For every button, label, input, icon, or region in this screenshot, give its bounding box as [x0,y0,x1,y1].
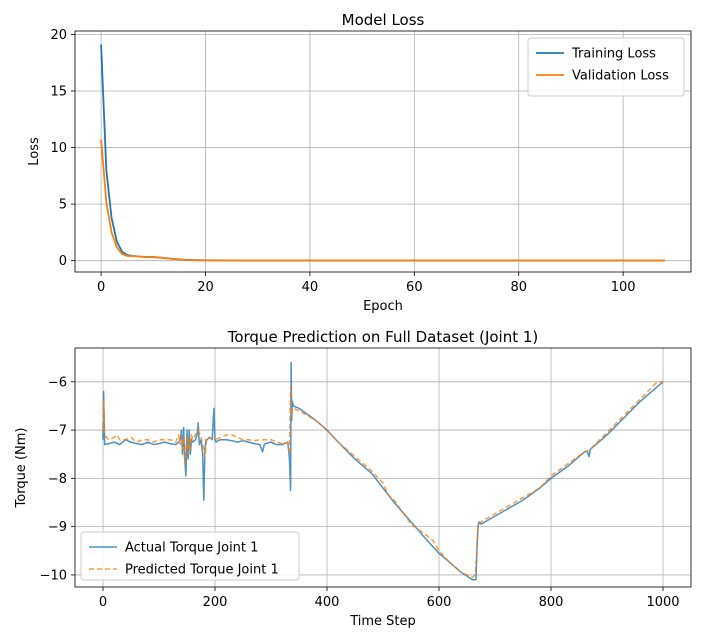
series-line-predicted-torque-joint-1 [102,381,663,579]
torque-plot-frame [74,347,692,588]
loss-series-group [100,44,665,262]
series-line-validation-loss [100,139,665,262]
torque-series-group [102,361,664,581]
torque-x-tick-label: 0 [99,595,107,610]
torque-chart-title: Torque Prediction on Full Dataset (Joint… [227,328,539,346]
loss-x-tick-label: 100 [611,280,636,295]
legend-label-actual-torque: Actual Torque Joint 1 [125,541,258,556]
loss-legend-box [527,37,685,97]
loss-legend: Training Loss Validation Loss [527,37,685,97]
loss-chart-title: Model Loss [342,11,425,29]
loss-chart-panel: 0 20 40 60 80 100 0 5 10 15 20 Model Loss Epoch Lo… [27,11,692,314]
torque-x-tick-label: 200 [203,595,228,610]
torque-x-tick-label: 400 [315,595,340,610]
torque-x-tick-label: 800 [539,595,564,610]
torque-y-tick-label: −6 [48,375,67,390]
torque-legend-box [80,531,300,581]
torque-y-tick-label: −9 [48,520,67,535]
loss-x-axis-label: Epoch [363,299,403,314]
torque-x-axis-label: Time Step [349,614,416,629]
loss-x-tick-label: 20 [197,280,214,295]
legend-label-predicted-torque: Predicted Torque Joint 1 [125,563,279,578]
loss-y-axis-label: Loss [27,137,42,166]
loss-plot-frame [74,30,692,273]
legend-label-validation-loss: Validation Loss [572,69,669,84]
legend-label-training-loss: Training Loss [571,47,656,62]
torque-x-tick-label: 600 [427,595,452,610]
torque-y-tick-label: −8 [48,472,67,487]
torque-gridlines [75,348,691,587]
torque-y-tick-label: −7 [48,424,67,439]
torque-x-tick-label: 1000 [646,595,679,610]
loss-x-tick-label: 40 [302,280,319,295]
series-line-actual-torque-joint-1 [102,361,664,581]
torque-legend: Actual Torque Joint 1 Predicted Torque J… [80,531,300,581]
loss-y-tick-label: 15 [50,84,67,99]
torque-axis-ticks: 0 200 400 600 800 1000 −10 −9 −8 −7 −6 [40,375,680,610]
loss-y-tick-label: 5 [59,198,67,213]
loss-y-tick-label: 10 [50,141,67,156]
loss-x-tick-label: 80 [510,280,527,295]
torque-y-axis-label: Torque (Nm) [14,428,29,509]
torque-chart-panel: 0 200 400 600 800 1000 −10 −9 −8 −7 −6 Torque Pred… [14,328,692,629]
loss-axis-ticks: 0 20 40 60 80 100 0 5 10 15 20 [50,28,635,295]
loss-y-tick-label: 0 [59,254,67,269]
loss-x-tick-label: 60 [406,280,423,295]
loss-x-tick-label: 0 [97,280,105,295]
loss-y-tick-label: 20 [50,28,67,43]
torque-y-tick-label: −10 [40,568,67,583]
